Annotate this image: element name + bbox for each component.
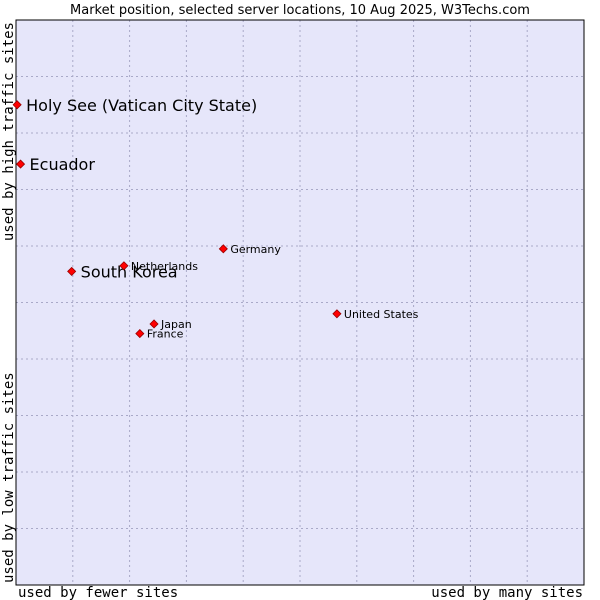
point-label-holy-see-vatican-city-state: Holy See (Vatican City State) bbox=[26, 96, 257, 115]
x-axis-label-left: used by fewer sites bbox=[18, 585, 178, 600]
point-marker-united-states bbox=[332, 309, 342, 319]
x-axis-label-right: used by many sites bbox=[431, 585, 583, 600]
chart-title: Market position, selected server locatio… bbox=[70, 3, 530, 18]
point-marker-ecuador bbox=[15, 159, 26, 169]
data-points: Holy See (Vatican City State) Ecuador Sout… bbox=[12, 96, 419, 341]
point-marker-germany bbox=[218, 244, 228, 254]
point-label-japan: Japan bbox=[160, 318, 192, 331]
point-label-france: France bbox=[147, 328, 184, 341]
point-label-ecuador: Ecuador bbox=[30, 155, 96, 174]
point-marker-japan bbox=[149, 319, 159, 329]
point-marker-south-korea bbox=[67, 266, 77, 276]
point-marker-france bbox=[135, 329, 145, 339]
point-label-netherlands: Netherlands bbox=[131, 260, 198, 273]
point-label-germany: Germany bbox=[230, 243, 281, 256]
point-marker-netherlands bbox=[119, 261, 129, 271]
point-label-south-korea: South Korea bbox=[81, 262, 178, 281]
point-marker-holy-see-vatican-city-state bbox=[12, 100, 22, 110]
y-axis-label-bottom: used by low traffic sites bbox=[1, 372, 17, 583]
grid-lines bbox=[16, 20, 584, 585]
y-axis-label-top: used by high traffic sites bbox=[1, 22, 17, 241]
point-label-united-states: United States bbox=[344, 308, 419, 321]
plot-border bbox=[15, 19, 585, 586]
